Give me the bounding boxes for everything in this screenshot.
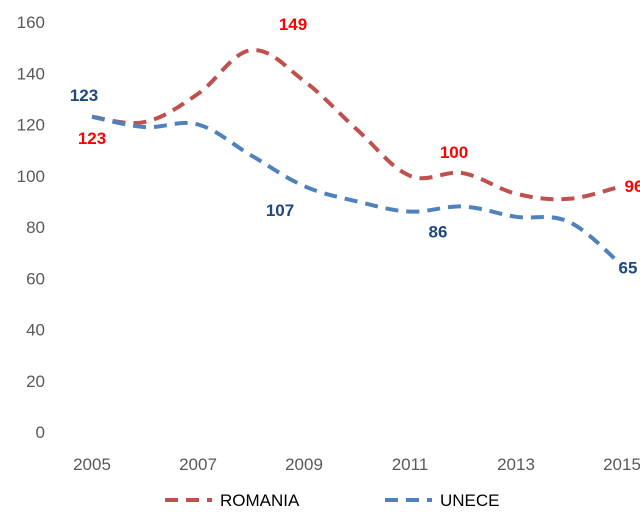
- y-tick-label: 0: [36, 423, 45, 442]
- series-lines: [91, 48, 624, 267]
- x-tick-label: 2015: [603, 455, 640, 474]
- legend-label-unece: UNECE: [440, 491, 500, 510]
- y-axis-ticks: 0 20 40 60 80 100 120 140 160: [17, 13, 45, 442]
- y-tick-label: 140: [17, 64, 45, 83]
- y-tick-label: 160: [17, 13, 45, 32]
- data-label-romania: 96: [625, 177, 640, 196]
- data-labels: 123 149 100 96 123 107 86 65: [70, 15, 640, 277]
- legend-label-romania: ROMANIA: [220, 491, 300, 510]
- series-line-romania: [91, 48, 623, 202]
- x-tick-label: 2007: [179, 455, 217, 474]
- data-label-romania: 149: [279, 15, 307, 34]
- data-label-unece: 86: [429, 223, 448, 242]
- y-tick-label: 120: [17, 116, 45, 135]
- data-label-romania: 100: [440, 143, 468, 162]
- y-tick-label: 40: [26, 321, 45, 340]
- x-axis-ticks: 2005 2007 2009 2011 2013 2015: [73, 455, 640, 474]
- legend: ROMANIA UNECE: [165, 491, 500, 510]
- y-tick-label: 80: [26, 218, 45, 237]
- data-label-romania: 123: [78, 129, 106, 148]
- x-tick-label: 2009: [285, 455, 323, 474]
- data-label-unece: 123: [70, 86, 98, 105]
- x-tick-label: 2011: [392, 455, 429, 474]
- data-label-unece: 107: [266, 201, 294, 220]
- x-tick-label: 2013: [497, 455, 535, 474]
- x-tick-label: 2005: [73, 455, 111, 474]
- y-tick-label: 100: [17, 167, 45, 186]
- y-tick-label: 20: [26, 372, 45, 391]
- series-line-unece: [91, 114, 624, 267]
- y-tick-label: 60: [26, 269, 45, 288]
- data-label-unece: 65: [619, 258, 638, 277]
